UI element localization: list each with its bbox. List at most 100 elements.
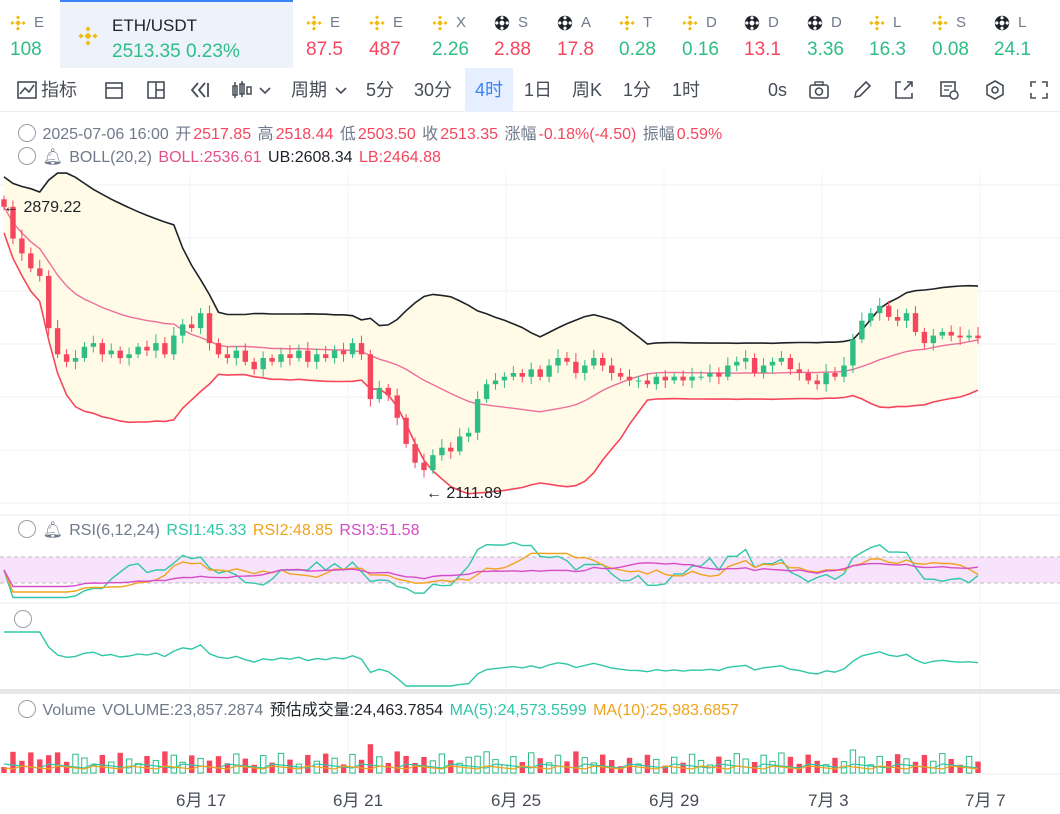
binance-icon (10, 15, 26, 31)
candle-body (197, 313, 204, 329)
candle-body (126, 354, 132, 358)
volume-bar (81, 757, 88, 774)
ticker-item[interactable]: T 0.28 (619, 0, 671, 68)
ticker-item[interactable]: A 17.8 (557, 0, 609, 68)
volume-bar (162, 751, 168, 773)
interval-30m[interactable]: 30分 (414, 80, 453, 100)
close-label: 收 (422, 126, 439, 143)
ticker-symbol: T (643, 14, 653, 31)
calendar-icon[interactable] (103, 79, 125, 101)
indicators-button[interactable]: 指标 (41, 80, 77, 100)
ohlc-datetime: 2025-07-06 16:00 (42, 126, 169, 143)
bell-icon[interactable]: 🔔︎ (42, 522, 63, 539)
candle-body (671, 376, 677, 381)
layout-icon[interactable] (145, 79, 167, 101)
high-label: 高 (257, 126, 274, 143)
candle-body (653, 376, 659, 385)
ticker-price: 0.16 (682, 39, 719, 60)
ticker-item[interactable]: S 2.88 (494, 0, 546, 68)
interval-1m[interactable]: 1分 (623, 80, 652, 100)
candle-body (582, 365, 588, 373)
volume-bar (10, 751, 16, 773)
ticker-item[interactable]: D 13.1 (744, 0, 796, 68)
ticker-symbol: L (1018, 14, 1027, 31)
ticker-item[interactable]: E 108 (10, 0, 62, 68)
ticker-item[interactable]: S 0.08 (932, 0, 984, 68)
chevron-down-icon[interactable] (334, 79, 348, 101)
candle-body (796, 369, 802, 373)
candle-body (349, 343, 356, 355)
ticker-item[interactable]: L 16.3 (869, 0, 921, 68)
candle-body (403, 417, 409, 444)
interval-1d[interactable]: 1日 (524, 80, 553, 100)
chevron-icon[interactable] (18, 520, 36, 538)
ticker-symbol: E (330, 14, 341, 31)
chevron-icon[interactable] (18, 147, 36, 165)
chevron-icon[interactable] (18, 700, 36, 718)
camera-icon[interactable] (808, 79, 830, 101)
volume-bar (510, 756, 517, 774)
candle-body (600, 358, 606, 366)
rsi2-line (3, 552, 979, 593)
x-tick: 6月 25 (491, 791, 542, 810)
boll-mid: BOLL:2536.61 (158, 149, 262, 166)
ticker-price: 2513.35 0.23% (112, 41, 240, 62)
candle-body (617, 373, 624, 377)
chevron-down-icon[interactable] (258, 79, 272, 101)
volume-bar (662, 765, 668, 773)
interval-1w[interactable]: 周K (572, 80, 603, 100)
ticker-item[interactable]: E 487 (369, 0, 421, 68)
fullscreen-small-icon[interactable] (893, 79, 915, 101)
gear-icon[interactable] (984, 79, 1006, 101)
ticker-item[interactable]: X 2.26 (432, 0, 484, 68)
candle-body (555, 358, 561, 366)
candle-body (903, 313, 910, 321)
indicator-icon[interactable] (16, 79, 38, 101)
ticker-item[interactable]: E 87.5 (306, 0, 358, 68)
candle-body (180, 324, 186, 336)
ticker-item[interactable]: D 0.16 (682, 0, 734, 68)
volume-bar (965, 755, 973, 774)
chevron-icon[interactable] (18, 124, 36, 142)
candle-body (966, 335, 972, 338)
bell-icon[interactable]: 🔔︎ (42, 149, 63, 166)
candle-body (412, 444, 418, 463)
rsi-legend: 🔔︎ RSI(6,12,24) RSI1:45.33 RSI2:48.85 RS… (18, 520, 421, 540)
candle-body (28, 253, 34, 269)
expand-icon[interactable] (1028, 79, 1050, 101)
volume-bar (233, 753, 240, 774)
ticker-symbol: S (518, 14, 529, 31)
volume-bar (385, 763, 391, 773)
interval-4h[interactable]: 4时 (465, 68, 514, 112)
volume-bar (19, 760, 25, 773)
replay-icon[interactable] (188, 79, 210, 101)
candle-body (948, 331, 954, 336)
pencil-icon[interactable] (851, 79, 873, 101)
candle-body (144, 346, 150, 351)
ticker-item[interactable]: ETH/USDT 2513.35 0.23% (60, 0, 293, 68)
low-marker: ← 2111.89 (426, 485, 502, 502)
close-value: 2513.35 (440, 126, 499, 143)
rsi1-value: RSI1:45.33 (166, 522, 247, 539)
chevron-right-icon[interactable] (14, 610, 32, 628)
ticker-strip: E 108 ETH/USDT 2513.35 0.23% E 87.5 E 487 X 2.26 S… (0, 0, 1060, 68)
interval-5m[interactable]: 5分 (366, 80, 395, 100)
ticker-item[interactable]: D 3.36 (807, 0, 859, 68)
candle-body (448, 447, 454, 452)
period-dropdown[interactable]: 周期 (291, 80, 327, 100)
candle-type-icon[interactable] (230, 79, 252, 101)
chart-settings-icon[interactable] (938, 79, 960, 101)
volume-bar (277, 752, 285, 774)
interval-1h[interactable]: 1时 (672, 80, 701, 100)
ticker-item[interactable]: L 24.1 (994, 0, 1046, 68)
candle-body (707, 373, 713, 377)
panel3-toggle[interactable] (14, 610, 34, 630)
volume-bar (305, 755, 311, 773)
volume-bar (349, 753, 356, 774)
panel-separator (0, 689, 1060, 694)
candle-body (930, 335, 936, 344)
volume-bar (412, 763, 418, 773)
candle-body (278, 354, 284, 362)
volume-bar (724, 759, 731, 774)
